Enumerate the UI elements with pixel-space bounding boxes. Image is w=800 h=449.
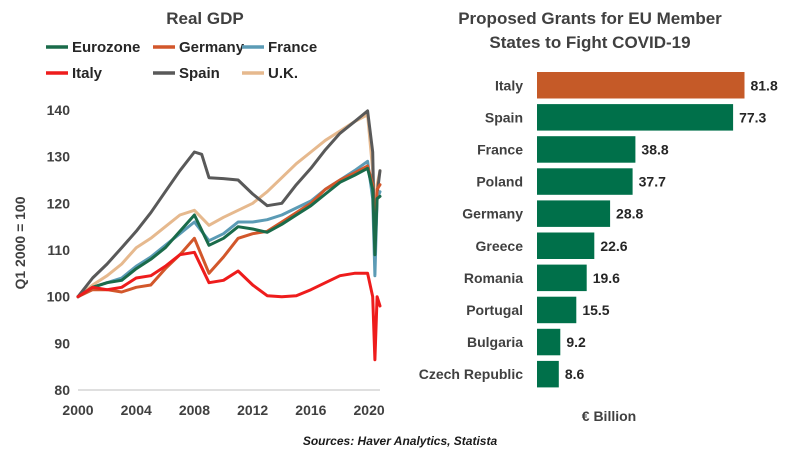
category-label: Spain — [485, 109, 523, 125]
y-tick-label: 90 — [54, 335, 70, 351]
category-label: Portugal — [466, 302, 523, 318]
value-label: 9.2 — [566, 334, 586, 350]
x-tick-label: 2020 — [354, 402, 385, 418]
series-line-spain — [76, 109, 382, 299]
category-label: Bulgaria — [467, 334, 523, 350]
bar-row-germany: Germany 28.8 — [462, 200, 644, 227]
legend-item-italy: Italy — [46, 65, 103, 82]
bar-row-romania: Romania 19.6 — [464, 264, 620, 292]
x-axis-title: € Billion — [582, 408, 636, 424]
x-tick-label: 2008 — [179, 402, 210, 418]
legend-item-u-k: U.K. — [242, 65, 298, 82]
series-line-germany — [76, 164, 382, 299]
legend-item-france: France — [242, 39, 317, 56]
bar-france — [537, 136, 636, 163]
bar-row-bulgaria: Bulgaria 9.2 — [467, 328, 586, 356]
y-tick-label: 130 — [47, 149, 71, 165]
legend-label: Italy — [72, 65, 103, 82]
bar-czech-republic — [537, 360, 559, 388]
legend-item-germany: Germany — [153, 39, 245, 56]
value-label: 37.7 — [639, 174, 666, 190]
y-tick-label: 110 — [47, 242, 70, 258]
legend-item-eurozone: Eurozone — [46, 39, 140, 56]
bar-romania — [537, 264, 587, 292]
bar-greece — [537, 232, 595, 259]
series-lines — [76, 109, 382, 362]
y-axis-ticks: 80 90 100 110 120 130 140 — [47, 102, 71, 398]
bar-portugal — [537, 296, 577, 324]
bar-row-portugal: Portugal 15.5 — [466, 296, 610, 324]
bars: Italy 81.8 Spain 77.3 France 38.8 Poland 37.7 Ge… — [419, 72, 778, 388]
bar-row-czech-republic: Czech Republic 8.6 — [419, 360, 585, 388]
bar-poland — [537, 168, 633, 195]
bar-germany — [537, 200, 611, 227]
x-tick-label: 2016 — [295, 402, 326, 418]
value-label: 8.6 — [565, 366, 585, 382]
line-chart-title: Real GDP — [166, 9, 243, 28]
category-label: Romania — [464, 270, 523, 286]
x-axis-ticks: 2000 2004 2008 2012 2016 2020 — [62, 402, 384, 418]
value-label: 22.6 — [600, 238, 627, 254]
value-label: 77.3 — [739, 109, 766, 125]
eu-grants-bar-chart: Proposed Grants for EU Member States to … — [419, 9, 778, 424]
bar-italy — [537, 72, 745, 99]
category-label: Poland — [476, 174, 523, 190]
bar-chart-title-line-2: States to Fight COVID-19 — [489, 33, 690, 52]
series-line-france — [76, 159, 382, 299]
bar-row-poland: Poland 37.7 — [476, 168, 666, 195]
category-label: France — [477, 141, 523, 157]
category-label: Germany — [462, 206, 523, 222]
bar-bulgaria — [537, 328, 561, 356]
category-label: Greece — [476, 238, 524, 254]
bar-row-spain: Spain 77.3 — [485, 104, 767, 131]
series-line-italy — [76, 250, 382, 362]
y-tick-label: 80 — [54, 382, 70, 398]
x-tick-label: 2000 — [62, 402, 93, 418]
legend-label: France — [268, 39, 317, 56]
bar-row-greece: Greece 22.6 — [476, 232, 628, 259]
value-label: 28.8 — [616, 206, 643, 222]
legend-label: Eurozone — [72, 39, 140, 56]
series-line-eurozone — [76, 166, 382, 299]
category-label: Italy — [495, 77, 523, 93]
bar-row-france: France 38.8 — [477, 136, 669, 163]
legend-label: U.K. — [268, 65, 298, 82]
source-note: Sources: Haver Analytics, Statista — [302, 434, 498, 448]
y-tick-label: 100 — [47, 289, 71, 305]
value-label: 15.5 — [582, 302, 609, 318]
legend-label: Spain — [179, 65, 220, 82]
value-label: 19.6 — [593, 270, 620, 286]
line-chart-legend: Eurozone Germany France Italy Spain U.K. — [46, 39, 317, 82]
series-line-u-k — [76, 113, 382, 299]
x-tick-label: 2012 — [237, 402, 268, 418]
legend-label: Germany — [179, 39, 245, 56]
category-label: Czech Republic — [419, 366, 523, 382]
value-label: 81.8 — [750, 77, 777, 93]
x-tick-label: 2004 — [121, 402, 152, 418]
value-label: 38.8 — [641, 141, 668, 157]
bar-chart-title-line-1: Proposed Grants for EU Member — [458, 9, 722, 28]
real-gdp-line-chart: Real GDP Eurozone Germany France Italy Spain… — [12, 9, 385, 418]
bar-row-italy: Italy 81.8 — [495, 72, 778, 99]
y-axis-title: Q1 2000 = 100 — [12, 196, 28, 289]
y-tick-label: 120 — [47, 195, 71, 211]
legend-item-spain: Spain — [153, 65, 220, 82]
y-tick-label: 140 — [47, 102, 71, 118]
bar-spain — [537, 104, 734, 131]
